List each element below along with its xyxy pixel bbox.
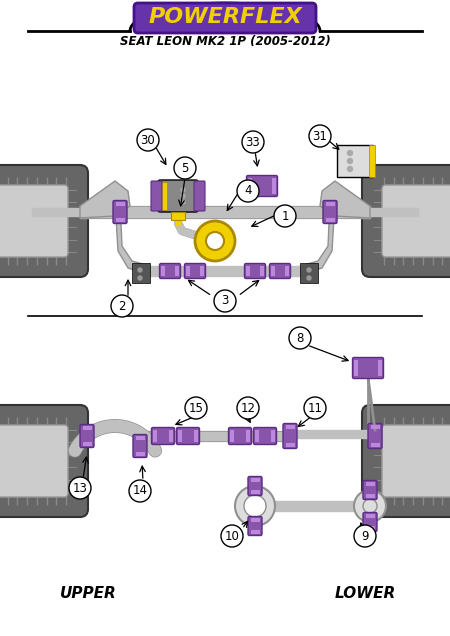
Bar — [116, 218, 125, 222]
FancyBboxPatch shape — [113, 200, 127, 223]
Bar — [271, 266, 275, 276]
Bar — [251, 490, 260, 494]
Bar — [248, 178, 252, 194]
FancyBboxPatch shape — [382, 425, 450, 497]
Bar — [160, 182, 167, 210]
Circle shape — [309, 125, 331, 147]
Text: 2: 2 — [118, 300, 126, 312]
Circle shape — [307, 276, 311, 280]
Circle shape — [274, 205, 296, 227]
Text: 4: 4 — [244, 184, 252, 198]
FancyBboxPatch shape — [158, 180, 198, 212]
FancyBboxPatch shape — [184, 263, 206, 279]
Text: 15: 15 — [189, 401, 203, 415]
Circle shape — [221, 525, 243, 547]
FancyBboxPatch shape — [229, 427, 252, 445]
Text: 10: 10 — [225, 530, 239, 543]
Circle shape — [129, 480, 151, 502]
Polygon shape — [320, 181, 370, 218]
FancyBboxPatch shape — [248, 476, 262, 495]
FancyBboxPatch shape — [0, 425, 68, 497]
Bar — [169, 430, 173, 442]
FancyBboxPatch shape — [382, 185, 450, 257]
Circle shape — [235, 486, 275, 526]
FancyBboxPatch shape — [159, 263, 180, 279]
Polygon shape — [80, 181, 130, 218]
Bar — [135, 452, 144, 456]
Bar — [171, 212, 185, 220]
Bar — [337, 145, 373, 177]
Bar — [370, 443, 379, 447]
Text: 11: 11 — [307, 401, 323, 415]
Bar — [354, 360, 358, 376]
Circle shape — [347, 167, 352, 172]
FancyBboxPatch shape — [0, 185, 68, 257]
Circle shape — [195, 221, 235, 261]
FancyBboxPatch shape — [133, 434, 147, 457]
Bar — [255, 430, 259, 442]
Circle shape — [138, 276, 142, 280]
Text: 1: 1 — [281, 209, 289, 223]
FancyBboxPatch shape — [244, 263, 266, 279]
Text: 13: 13 — [72, 481, 87, 495]
FancyBboxPatch shape — [363, 481, 377, 499]
Text: LOWER: LOWER — [334, 586, 396, 602]
Circle shape — [137, 129, 159, 151]
FancyBboxPatch shape — [362, 405, 450, 517]
Circle shape — [174, 157, 196, 179]
Bar — [178, 430, 182, 442]
FancyBboxPatch shape — [270, 263, 291, 279]
Bar — [251, 518, 260, 522]
Text: 8: 8 — [296, 331, 304, 345]
FancyBboxPatch shape — [134, 3, 316, 33]
Circle shape — [363, 499, 377, 513]
Circle shape — [307, 268, 311, 272]
Bar — [175, 266, 179, 276]
Polygon shape — [300, 201, 335, 274]
Circle shape — [138, 268, 142, 272]
Circle shape — [237, 397, 259, 419]
FancyBboxPatch shape — [247, 176, 278, 197]
FancyBboxPatch shape — [0, 405, 88, 517]
FancyBboxPatch shape — [152, 427, 175, 445]
Circle shape — [181, 200, 185, 204]
Bar — [230, 430, 234, 442]
FancyBboxPatch shape — [151, 181, 162, 211]
FancyBboxPatch shape — [363, 513, 377, 532]
Circle shape — [304, 397, 326, 419]
Bar — [132, 263, 150, 283]
Bar — [272, 178, 276, 194]
Text: 9: 9 — [361, 530, 369, 543]
Bar — [370, 425, 379, 429]
Bar — [135, 436, 144, 440]
Bar — [325, 202, 334, 206]
Text: 3: 3 — [221, 294, 229, 307]
Bar — [271, 430, 275, 442]
Circle shape — [354, 525, 376, 547]
FancyBboxPatch shape — [0, 165, 88, 277]
Circle shape — [111, 295, 133, 317]
Bar — [186, 266, 190, 276]
Text: 5: 5 — [181, 162, 189, 174]
Circle shape — [69, 477, 91, 499]
Bar — [285, 443, 294, 447]
Bar — [251, 478, 260, 482]
FancyBboxPatch shape — [352, 357, 383, 378]
Bar — [365, 514, 374, 518]
Circle shape — [181, 188, 185, 192]
Text: 12: 12 — [240, 401, 256, 415]
Circle shape — [214, 290, 236, 312]
Text: 14: 14 — [132, 485, 148, 497]
Bar — [116, 202, 125, 206]
Circle shape — [242, 131, 264, 153]
FancyBboxPatch shape — [194, 181, 205, 211]
Bar — [285, 425, 294, 429]
Circle shape — [354, 490, 386, 522]
FancyBboxPatch shape — [283, 424, 297, 448]
FancyBboxPatch shape — [368, 424, 382, 448]
Bar — [251, 530, 260, 534]
FancyBboxPatch shape — [253, 427, 276, 445]
Bar — [285, 266, 289, 276]
Circle shape — [347, 151, 352, 155]
